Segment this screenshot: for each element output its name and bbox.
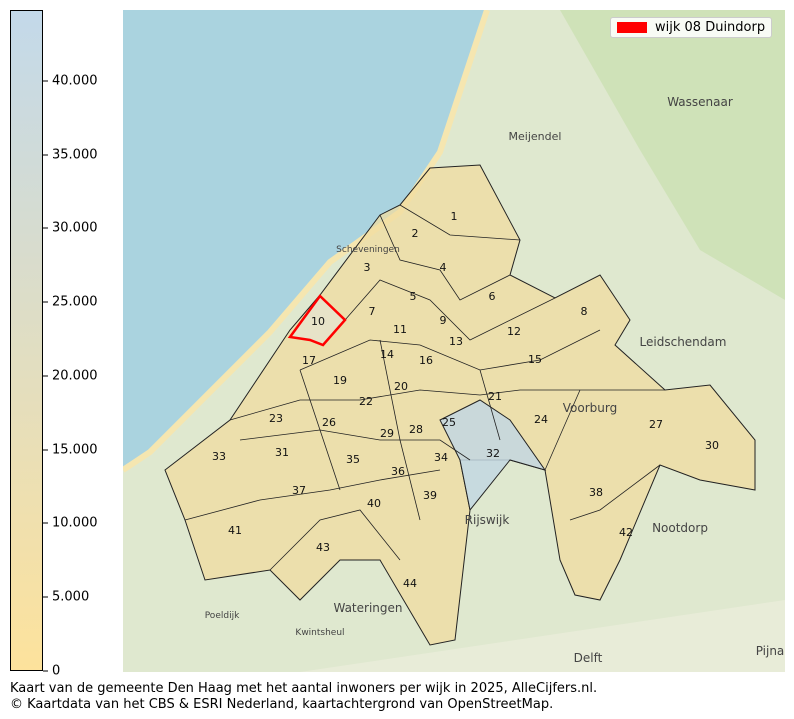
district-label: 7 xyxy=(369,305,376,318)
place-name: Scheveningen xyxy=(336,245,400,255)
colorbar xyxy=(10,10,43,671)
district-label: 35 xyxy=(346,453,360,466)
district-label: 10 xyxy=(311,315,325,328)
colorbar-tick: 30.000 xyxy=(43,221,98,236)
district-label: 4 xyxy=(440,261,447,274)
district-label: 31 xyxy=(275,446,289,459)
legend-swatch xyxy=(617,22,647,33)
place-name: Rijswijk xyxy=(465,513,510,527)
district-label: 44 xyxy=(403,577,417,590)
place-name: Pijna xyxy=(756,644,785,658)
district-label: 41 xyxy=(228,524,242,537)
place-name: Delft xyxy=(574,651,603,665)
district-label: 28 xyxy=(409,423,423,436)
district-label: 2 xyxy=(412,227,419,240)
district-label: 34 xyxy=(434,451,448,464)
district-label: 9 xyxy=(440,314,447,327)
district-label: 43 xyxy=(316,541,330,554)
district-label: 15 xyxy=(528,353,542,366)
land-south xyxy=(300,600,785,672)
district-label: 37 xyxy=(292,484,306,497)
district-label: 5 xyxy=(410,290,417,303)
colorbar-tick: 5.000 xyxy=(43,590,89,605)
place-name: Leidschendam xyxy=(640,335,727,349)
district-label: 27 xyxy=(649,418,663,431)
legend-label: wijk 08 Duindorp xyxy=(655,20,766,35)
beach xyxy=(123,10,490,473)
colorbar-tick: 0 xyxy=(43,664,60,679)
district-label: 29 xyxy=(380,427,394,440)
district-label: 1 xyxy=(451,210,458,223)
place-names: Wassenaar Leidschendam Voorburg Rijswijk Noo… xyxy=(205,95,785,665)
district-label: 19 xyxy=(333,374,347,387)
highlight-wijk-08-duindorp[interactable] xyxy=(287,294,347,347)
district-label: 14 xyxy=(380,348,394,361)
caption-title: Kaart van de gemeente Den Haag met het a… xyxy=(10,681,598,696)
caption-attribution: © Kaartdata van het CBS & ESRI Nederland… xyxy=(10,697,554,712)
place-name: Kwintsheul xyxy=(295,628,344,638)
district-label: 24 xyxy=(534,413,548,426)
district-label: 17 xyxy=(302,354,316,367)
district-label: 32 xyxy=(486,447,500,460)
place-name: Wateringen xyxy=(333,601,402,615)
colorbar-tick: 25.000 xyxy=(43,295,98,310)
district-label: 40 xyxy=(367,497,381,510)
colorbar-tick: 20.000 xyxy=(43,368,98,383)
district-label: 33 xyxy=(212,450,226,463)
district-label: 36 xyxy=(391,465,405,478)
legend: wijk 08 Duindorp xyxy=(610,17,773,38)
district-label: 20 xyxy=(394,380,408,393)
district-32 xyxy=(439,399,547,512)
district-label: 13 xyxy=(449,335,463,348)
district-label: 22 xyxy=(359,395,373,408)
place-name: Poeldijk xyxy=(205,611,240,621)
sea xyxy=(123,10,485,470)
district-label: 25 xyxy=(442,416,456,429)
dunes-area xyxy=(560,10,785,300)
district-label: 42 xyxy=(619,526,633,539)
place-name: Nootdorp xyxy=(652,521,708,535)
colorbar-tick: 35.000 xyxy=(43,147,98,162)
district-borders xyxy=(184,204,665,571)
district-label: 30 xyxy=(705,439,719,452)
place-name: Meijendel xyxy=(509,130,562,143)
district-label: 12 xyxy=(507,325,521,338)
place-name: Voorburg xyxy=(563,401,617,415)
districts xyxy=(164,164,756,646)
district-label: 23 xyxy=(269,412,283,425)
district-label: 16 xyxy=(419,354,433,367)
district-label: 11 xyxy=(393,323,407,336)
district-label: 38 xyxy=(589,486,603,499)
district-label: 3 xyxy=(364,261,371,274)
district-label: 6 xyxy=(489,290,496,303)
district-label: 39 xyxy=(423,489,437,502)
colorbar-tick: 40.000 xyxy=(43,73,98,88)
colorbar-tick: 10.000 xyxy=(43,516,98,531)
district-label: 8 xyxy=(581,305,588,318)
district-label: 21 xyxy=(488,390,502,403)
district-label: 26 xyxy=(322,416,336,429)
colorbar-tick: 15.000 xyxy=(43,442,98,457)
place-name: Wassenaar xyxy=(667,95,733,109)
